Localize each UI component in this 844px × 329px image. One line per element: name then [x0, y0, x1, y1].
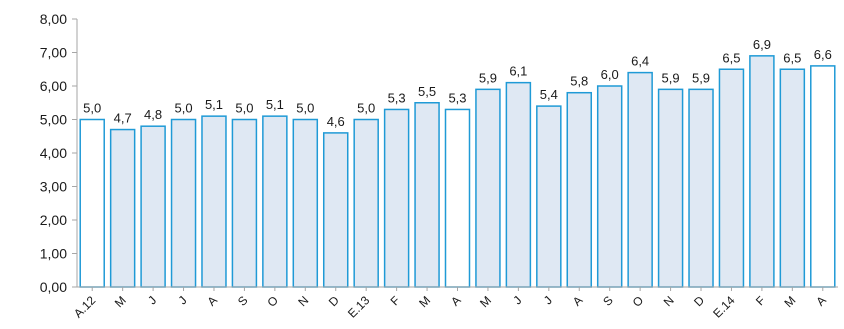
data-label: 6,1 [509, 64, 527, 79]
x-tick-label: E.13 [345, 293, 373, 321]
bar [810, 65, 836, 288]
data-label: 4,8 [144, 107, 162, 122]
bar [414, 102, 440, 288]
x-tick-label: A [813, 293, 829, 309]
y-tick-label: 3,00 [40, 179, 67, 195]
bar [201, 115, 227, 288]
y-tick-label: 5,00 [40, 112, 67, 128]
bar [657, 88, 684, 288]
y-tick-label: 8,00 [40, 11, 67, 27]
bar [627, 71, 653, 288]
x-tick-label: O [264, 293, 281, 310]
y-tick-label: 1,00 [40, 246, 67, 262]
data-label: 5,5 [418, 84, 436, 99]
data-label: 6,5 [722, 50, 740, 65]
bar [353, 118, 379, 288]
bar [170, 118, 197, 288]
bar [231, 118, 258, 288]
x-tick-label: J [510, 293, 524, 307]
bar [566, 91, 593, 288]
bar [140, 125, 166, 288]
x-tick-label: A [570, 293, 586, 309]
y-tick-label: 6,00 [40, 78, 67, 94]
data-label: 6,9 [753, 37, 771, 52]
data-label: 5,3 [448, 90, 466, 105]
y-tick-label: 2,00 [40, 212, 67, 228]
bar [749, 55, 775, 288]
x-tick-label: D [691, 293, 707, 309]
data-label: 6,6 [814, 47, 832, 62]
data-labels: 5,0 4,7 4,8 5,0 5,1 5,0 5,1 5,0 4,6 5,0 5,3 5,5 5,3 5… [83, 37, 832, 129]
bar [292, 118, 319, 288]
y-tick-label: 0,00 [40, 279, 67, 295]
x-tick-label: D [326, 293, 342, 309]
bar [383, 108, 410, 288]
bar [109, 128, 136, 288]
x-tick-label: J [145, 293, 159, 307]
x-tick-label: M [416, 293, 433, 310]
x-tick-label: N [661, 293, 677, 309]
bar [536, 105, 562, 288]
data-label: 5,0 [83, 101, 101, 116]
x-tick-label: J [176, 293, 190, 307]
x-tick-label: M [781, 293, 798, 310]
data-label: 6,4 [631, 54, 649, 69]
data-label: 5,1 [266, 97, 284, 112]
x-tick-label: M [112, 293, 129, 310]
bar [322, 132, 349, 288]
x-tick-label: F [388, 293, 403, 308]
y-tick-label: 7,00 [40, 45, 67, 61]
bar [596, 85, 623, 288]
bar [688, 88, 714, 288]
bar [262, 115, 288, 288]
bar [505, 81, 532, 288]
x-tick-label: A [205, 293, 221, 309]
data-label: 5,8 [570, 74, 588, 89]
data-label: 5,9 [479, 70, 497, 85]
data-label: 5,4 [540, 87, 558, 102]
data-label: 5,0 [175, 101, 193, 116]
data-label: 5,3 [388, 90, 406, 105]
data-label: 5,0 [235, 101, 253, 116]
data-label: 6,5 [783, 50, 801, 65]
x-tick-label: S [600, 293, 616, 309]
x-tick-label: N [295, 293, 311, 309]
data-label: 4,7 [114, 111, 132, 126]
x-tick-label: M [477, 293, 494, 310]
x-tick-label: A.12 [71, 293, 99, 321]
x-tick-label: S [235, 293, 251, 309]
bar [779, 68, 806, 288]
data-label: 6,0 [601, 67, 619, 82]
data-label: 5,1 [205, 97, 223, 112]
x-tick-label: F [753, 293, 768, 308]
data-label: 4,6 [327, 114, 345, 129]
data-label: 5,0 [296, 101, 314, 116]
x-tick-label: A [448, 293, 464, 309]
bar [475, 88, 501, 288]
data-label: 5,0 [357, 101, 375, 116]
y-axis: 0,00 1,00 2,00 3,00 4,00 5,00 6,00 7,00 8,00 [40, 11, 78, 295]
bar [718, 68, 745, 288]
x-axis: A.12 M J J A S O N D E.13 F M A M J J A S O N D E.14 F M A [71, 286, 838, 321]
x-tick-label: E.14 [710, 293, 738, 321]
data-label: 5,9 [692, 70, 710, 85]
data-label: 5,9 [662, 70, 680, 85]
bar [444, 108, 471, 288]
x-tick-label: J [541, 293, 555, 307]
y-tick-label: 4,00 [40, 145, 67, 161]
bar [79, 118, 105, 288]
x-tick-label: O [630, 293, 647, 310]
